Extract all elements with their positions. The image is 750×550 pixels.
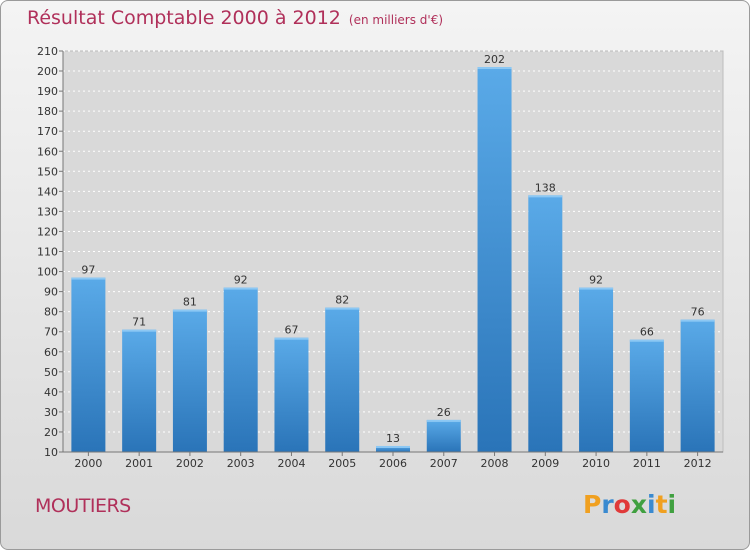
- y-tick-label: 120: [37, 225, 58, 238]
- data-label: 66: [640, 326, 654, 339]
- x-tick-label: 2000: [74, 457, 102, 470]
- y-tick-label: 40: [44, 386, 58, 399]
- y-tick-label: 190: [37, 85, 58, 98]
- y-tick-label: 20: [44, 426, 58, 439]
- data-label: 26: [437, 406, 451, 419]
- chart-title-text: Résultat Comptable 2000 à 2012: [27, 7, 341, 29]
- y-tick-label: 180: [37, 105, 58, 118]
- bar-highlight: [528, 195, 563, 198]
- bar-2008: [477, 67, 512, 452]
- data-label: 76: [691, 306, 705, 319]
- chart-title: Résultat Comptable 2000 à 2012 (en millie…: [27, 7, 443, 29]
- logo-letter: i: [647, 490, 656, 519]
- x-tick-label: 2008: [481, 457, 509, 470]
- chart-subtitle: (en milliers d'€): [348, 13, 444, 27]
- data-label: 71: [132, 316, 146, 329]
- logo-letter: r: [601, 490, 614, 519]
- y-tick-label: 140: [37, 185, 58, 198]
- y-tick-label: 80: [44, 306, 58, 319]
- bar-highlight: [477, 67, 512, 70]
- bar-2001: [122, 329, 157, 452]
- x-tick-label: 2003: [227, 457, 255, 470]
- y-tick-label: 70: [44, 326, 58, 339]
- y-tick-label: 10: [44, 446, 58, 459]
- y-tick-label: 160: [37, 145, 58, 158]
- bar-2000: [71, 277, 106, 452]
- bar-highlight: [223, 287, 258, 290]
- bar-highlight: [376, 445, 410, 448]
- x-tick-label: 2001: [125, 457, 153, 470]
- bar-highlight: [680, 319, 715, 322]
- bar-highlight: [274, 337, 309, 340]
- logo-letter: P: [583, 490, 602, 519]
- x-tick-label: 2004: [277, 457, 305, 470]
- bar-2005: [325, 307, 360, 452]
- y-tick-label: 210: [37, 45, 58, 58]
- data-label: 202: [484, 53, 505, 66]
- x-axis: 2000 2001 2002 2003 2004 2005 2006 2007 2008 2009…: [63, 451, 723, 470]
- bar-2007: [426, 419, 461, 452]
- y-tick-label: 90: [44, 286, 58, 299]
- proxiti-logo: Proxiti: [583, 490, 676, 519]
- bar-2002: [172, 309, 207, 452]
- bar-2004: [274, 337, 309, 452]
- y-tick-label: 30: [44, 406, 58, 419]
- bar-2006: [376, 445, 410, 452]
- x-tick-label: 2007: [430, 457, 458, 470]
- logo-letter: o: [613, 490, 631, 519]
- y-tick-label: 110: [37, 246, 58, 259]
- y-tick-label: 50: [44, 366, 58, 379]
- data-label: 67: [284, 324, 298, 337]
- x-tick-label: 2012: [684, 457, 712, 470]
- y-tick-label: 130: [37, 205, 58, 218]
- bar-2010: [579, 287, 614, 452]
- y-tick-label: 170: [37, 125, 58, 138]
- logo-letter: i: [667, 490, 677, 519]
- data-label: 97: [81, 264, 95, 277]
- y-axis: 10 20 30 40 50 60 70 80 90 100 110 120 130 140 150 160 1…: [37, 45, 64, 459]
- bar-highlight: [172, 309, 207, 312]
- data-label: 92: [234, 274, 248, 287]
- x-tick-label: 2010: [582, 457, 610, 470]
- data-label: 82: [335, 294, 349, 307]
- data-label: 92: [589, 274, 603, 287]
- data-label: 138: [535, 181, 556, 194]
- bars: 97 71 81 92 67 82 13 26 202 138 92 66 76: [71, 53, 715, 453]
- bar-2009: [528, 195, 563, 453]
- y-tick-label: 200: [37, 65, 58, 78]
- x-tick-label: 2011: [633, 457, 661, 470]
- bar-2012: [680, 319, 715, 452]
- x-tick-label: 2005: [328, 457, 356, 470]
- bar-2003: [223, 287, 258, 452]
- bar-highlight: [579, 287, 614, 290]
- y-tick-label: 60: [44, 346, 58, 359]
- bar-2011: [629, 339, 664, 452]
- bar-highlight: [629, 339, 664, 342]
- bar-highlight: [71, 277, 106, 280]
- place-name: MOUTIERS: [35, 495, 131, 517]
- x-tick-label: 2002: [176, 457, 204, 470]
- bar-highlight: [122, 329, 157, 332]
- logo-letter: t: [655, 490, 668, 519]
- x-tick-label: 2009: [531, 457, 559, 470]
- x-tick-label: 2006: [379, 457, 407, 470]
- y-tick-label: 150: [37, 165, 58, 178]
- bar-highlight: [325, 307, 360, 310]
- y-tick-label: 100: [37, 266, 58, 279]
- logo-letter: x: [630, 490, 647, 519]
- data-label: 81: [183, 296, 197, 309]
- data-label: 13: [386, 432, 400, 445]
- bar-highlight: [426, 419, 461, 422]
